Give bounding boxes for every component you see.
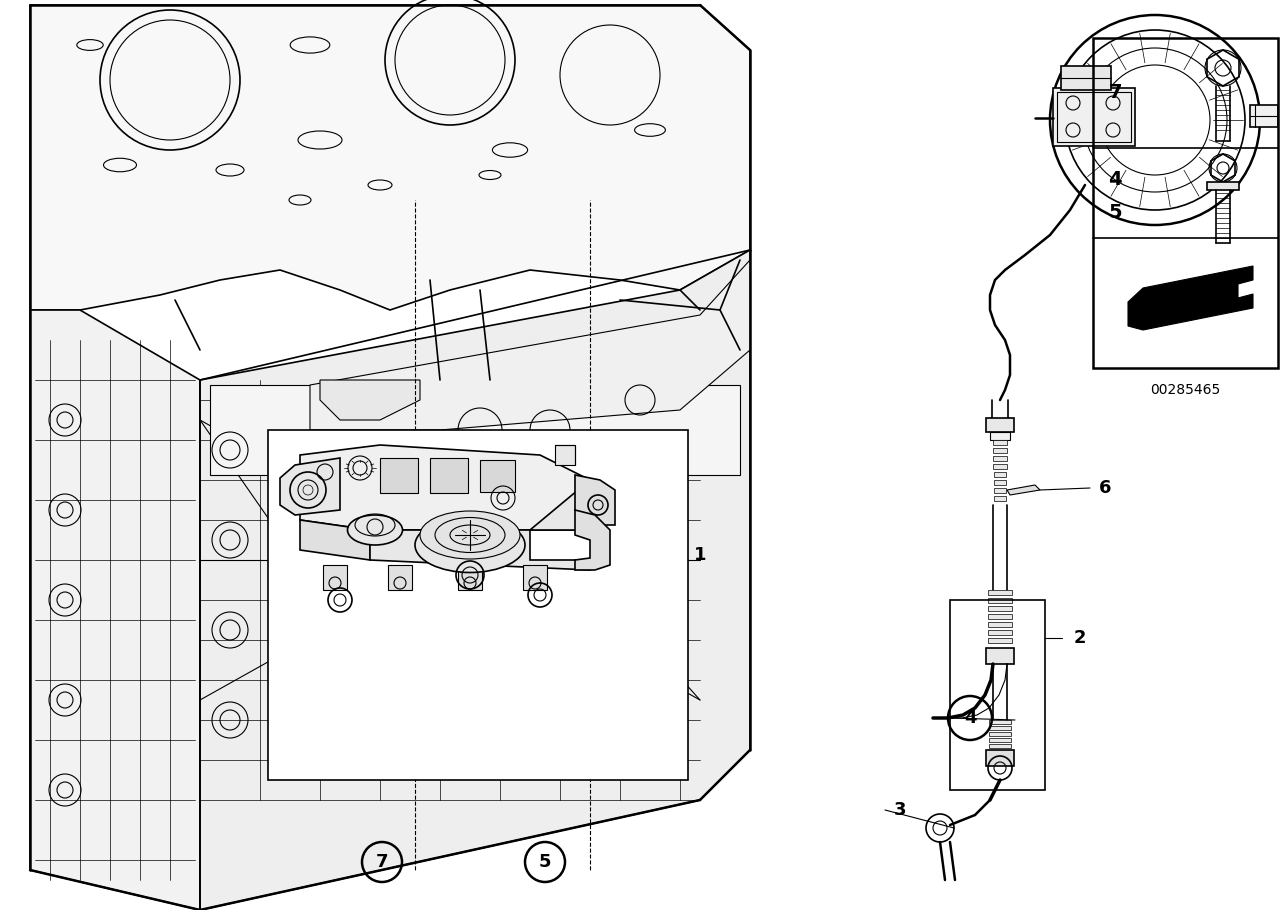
Text: 00285465: 00285465	[1149, 383, 1220, 397]
Polygon shape	[300, 445, 589, 530]
Text: 2: 2	[1073, 629, 1086, 647]
Bar	[988, 598, 1012, 603]
Bar	[1053, 88, 1135, 146]
Bar	[480, 460, 515, 492]
Bar	[268, 430, 689, 780]
Bar	[387, 565, 412, 590]
Polygon shape	[300, 520, 369, 560]
Bar	[994, 456, 1006, 461]
Polygon shape	[575, 510, 610, 570]
Bar	[994, 448, 1006, 453]
Polygon shape	[199, 250, 750, 910]
Text: 6: 6	[1099, 479, 1111, 497]
Bar	[210, 385, 740, 475]
Bar	[988, 638, 1012, 643]
Bar	[988, 732, 1012, 736]
Bar	[994, 464, 1006, 469]
Bar	[994, 496, 1006, 501]
Ellipse shape	[414, 518, 525, 572]
Bar	[523, 565, 547, 590]
Text: 7: 7	[1108, 84, 1122, 103]
Polygon shape	[30, 5, 750, 310]
Text: 5: 5	[539, 853, 551, 871]
Ellipse shape	[347, 515, 403, 545]
Bar	[988, 726, 1012, 730]
Bar	[988, 720, 1012, 724]
Bar	[988, 738, 1012, 742]
Text: 1: 1	[694, 546, 707, 564]
Bar	[994, 472, 1006, 477]
Ellipse shape	[420, 511, 520, 559]
Bar	[323, 565, 347, 590]
Bar	[1207, 182, 1239, 190]
Bar	[988, 590, 1012, 595]
Bar	[988, 614, 1012, 619]
Polygon shape	[1006, 485, 1040, 495]
Bar	[430, 458, 468, 493]
Text: 4: 4	[964, 709, 977, 727]
Bar	[994, 480, 1006, 485]
Bar	[555, 445, 575, 465]
Polygon shape	[369, 480, 589, 570]
Bar	[458, 565, 483, 590]
Polygon shape	[575, 475, 615, 525]
Bar	[1093, 38, 1278, 368]
Bar	[994, 440, 1006, 445]
Bar	[380, 458, 418, 493]
Bar	[988, 630, 1012, 635]
Bar	[988, 622, 1012, 627]
Text: 3: 3	[893, 801, 906, 819]
Bar	[1250, 105, 1278, 127]
Bar	[986, 418, 1014, 432]
Bar	[1057, 92, 1131, 142]
Polygon shape	[320, 380, 420, 420]
Bar	[994, 488, 1006, 493]
Bar	[986, 750, 1014, 766]
Bar	[986, 648, 1014, 664]
Text: 5: 5	[1108, 203, 1122, 222]
Text: 7: 7	[376, 853, 389, 871]
Bar	[1060, 66, 1111, 90]
Bar	[988, 606, 1012, 611]
Bar	[990, 432, 1010, 440]
Bar	[988, 744, 1012, 748]
Polygon shape	[30, 310, 199, 910]
Text: 4: 4	[1108, 170, 1122, 189]
Polygon shape	[310, 260, 750, 430]
Polygon shape	[1127, 266, 1254, 330]
Polygon shape	[281, 458, 340, 515]
Bar	[950, 600, 1045, 790]
